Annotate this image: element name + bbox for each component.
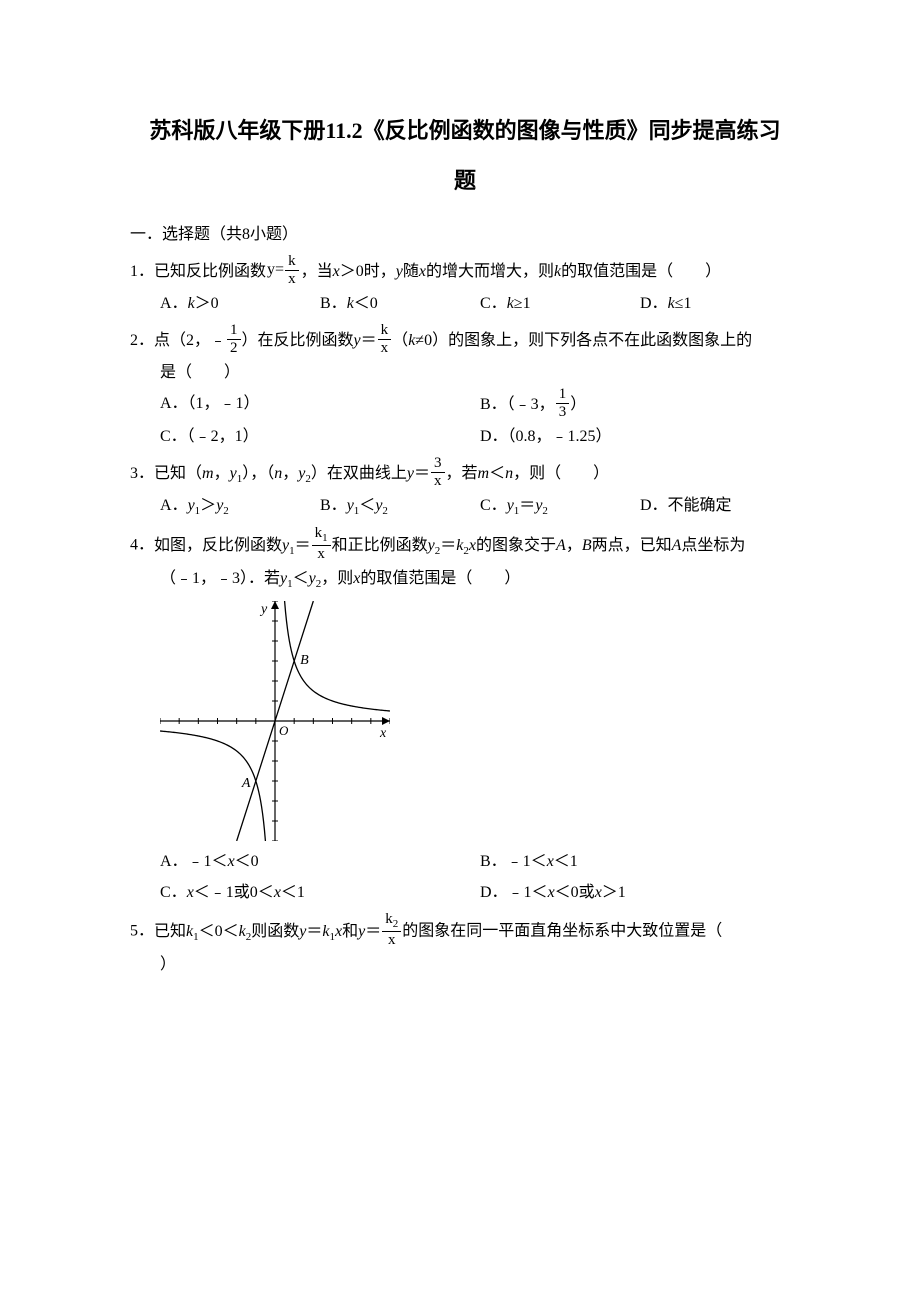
- q2-opt-d[interactable]: D．（0.8，﹣1.25）: [480, 422, 800, 452]
- question-3: 3．已知（m，y1），（n，y2）在双曲线上y＝3x，若m＜n，则（ ） A．y…: [130, 458, 800, 522]
- q4-number: 4．: [130, 537, 154, 554]
- q1-stem: 1．已知反比例函数y=kx，当x＞0时，y随x的增大而增大，则k的取值范围是（ …: [130, 256, 800, 289]
- svg-text:y: y: [259, 602, 268, 617]
- section-a-heading: 一．选择题（共8小题）: [130, 220, 800, 250]
- q3-opt-a[interactable]: A．y1＞y2: [160, 491, 320, 522]
- q2-mid1: ）在反比例函数y＝: [242, 333, 377, 350]
- page-subtitle: 题: [130, 160, 800, 202]
- q5-number: 5．: [130, 923, 154, 940]
- q4-options: A．﹣1＜x＜0 B．﹣1＜x＜1 C．x＜﹣1或0＜x＜1 D．﹣1＜x＜0或…: [130, 847, 800, 908]
- q1-number: 1．: [130, 263, 154, 280]
- q1-options: A．k＞0 B．k＜0 C．k≥1 D．k≤1: [130, 289, 800, 319]
- q4-frac: k1x: [312, 526, 331, 562]
- q2-line2: 是（ ）: [130, 358, 800, 388]
- q2-number: 2．: [130, 333, 154, 350]
- q1-frac-den: x: [285, 271, 299, 287]
- q2-options: A．（1，﹣1） B．（﹣3，13） C．（﹣2，1） D．（0.8，﹣1.25…: [130, 389, 800, 452]
- q2-half-den: 2: [227, 340, 241, 356]
- q2-opt-a[interactable]: A．（1，﹣1）: [160, 389, 480, 422]
- q3-opt-b[interactable]: B．y1＜y2: [320, 491, 480, 522]
- q5-frac: k2x: [382, 912, 401, 948]
- q4-opt-b[interactable]: B．﹣1＜x＜1: [480, 847, 800, 877]
- q2-k-num: k: [378, 323, 392, 340]
- q5-post: 的图象在同一平面直角坐标系中大致位置是（: [402, 923, 722, 940]
- q2-b-den: 3: [556, 404, 570, 420]
- q2-opt-b[interactable]: B．（﹣3，13）: [480, 389, 800, 422]
- q3-options: A．y1＞y2 B．y1＜y2 C．y1＝y2 D．不能确定: [130, 491, 800, 522]
- q3-frac-num: 3: [431, 456, 445, 473]
- q3-stem: 3．已知（m，y1），（n，y2）在双曲线上y＝3x，若m＜n，则（ ）: [130, 458, 800, 491]
- q4-chart: x y O A B: [160, 601, 390, 841]
- q3-frac: 3x: [431, 456, 445, 489]
- q1-opt-b[interactable]: B．k＜0: [320, 289, 480, 319]
- q4-pre: 如图，反比例函数y1＝: [154, 537, 311, 554]
- q1-fraction-k-over-x: y=kx: [267, 254, 300, 287]
- q2-frac-k-x: kx: [378, 323, 392, 356]
- q3-frac-den: x: [431, 473, 445, 489]
- q1-eq-lhs: y=: [267, 261, 284, 278]
- q2-b-frac: 13: [556, 387, 570, 420]
- q1-text-mid: ，当: [301, 263, 333, 280]
- q2-mid2: （k≠0）的图象上，则下列各点不在此函数图象上的: [392, 333, 752, 350]
- q3-post: ，若m＜n，则（ ）: [446, 465, 610, 482]
- q1-cond1: x: [333, 263, 340, 280]
- q2-pre: 点（2，﹣: [154, 333, 226, 350]
- q2-b-num: 1: [556, 387, 570, 404]
- q2-half-num: 1: [227, 323, 241, 340]
- question-1: 1．已知反比例函数y=kx，当x＞0时，y随x的增大而增大，则k的取值范围是（ …: [130, 256, 800, 319]
- q1-opt-d[interactable]: D．k≤1: [640, 289, 800, 319]
- question-2: 2．点（2，﹣12）在反比例函数y＝kx（k≠0）的图象上，则下列各点不在此函数…: [130, 325, 800, 452]
- q4-opt-a[interactable]: A．﹣1＜x＜0: [160, 847, 480, 877]
- q4-frac-den: x: [312, 546, 331, 562]
- svg-text:B: B: [300, 653, 309, 668]
- q2-stem: 2．点（2，﹣12）在反比例函数y＝kx（k≠0）的图象上，则下列各点不在此函数…: [130, 325, 800, 358]
- q5-stem: 5．已知k1＜0＜k2则函数y＝k1x和y＝k2x的图象在同一平面直角坐标系中大…: [130, 914, 800, 950]
- q2-frac-half: 12: [227, 323, 241, 356]
- q4-opt-c[interactable]: C．x＜﹣1或0＜x＜1: [160, 878, 480, 908]
- q4-line2: （﹣1，﹣3）．若y1＜y2，则x的取值范围是（ ）: [130, 564, 800, 595]
- q4-opt-d[interactable]: D．﹣1＜x＜0或x＞1: [480, 878, 800, 908]
- q1-opt-a[interactable]: A．k＞0: [160, 289, 320, 319]
- question-4: 4．如图，反比例函数y1＝k1x和正比例函数y2＝k2x的图象交于A，B两点，已…: [130, 528, 800, 908]
- q1-frac-num: k: [285, 254, 299, 271]
- q4-mid: 和正比例函数y2＝k2x的图象交于A，B两点，已知A点坐标为: [332, 537, 746, 554]
- q2-opt-c[interactable]: C．（﹣2，1）: [160, 422, 480, 452]
- q2-k-den: x: [378, 340, 392, 356]
- q1-opt-c[interactable]: C．k≥1: [480, 289, 640, 319]
- question-5: 5．已知k1＜0＜k2则函数y＝k1x和y＝k2x的图象在同一平面直角坐标系中大…: [130, 914, 800, 980]
- svg-text:x: x: [379, 726, 387, 741]
- q3-number: 3．: [130, 465, 154, 482]
- q2-b-pre: B．（﹣3，: [480, 396, 555, 413]
- q2-b-post: ）: [570, 396, 586, 413]
- q1-text-pre: 已知反比例函数: [154, 263, 266, 280]
- q4-frac-num: k1: [312, 526, 331, 546]
- q3-opt-c[interactable]: C．y1＝y2: [480, 491, 640, 522]
- q5-line2: ）: [130, 950, 800, 980]
- q3-opt-d[interactable]: D．不能确定: [640, 491, 800, 522]
- q5-pre: 已知k1＜0＜k2则函数y＝k1x和y＝: [154, 923, 381, 940]
- q4-stem: 4．如图，反比例函数y1＝k1x和正比例函数y2＝k2x的图象交于A，B两点，已…: [130, 528, 800, 564]
- q3-pre: 已知（m，y1），（n，y2）在双曲线上y＝: [154, 465, 430, 482]
- q5-frac-num: k2: [382, 912, 401, 932]
- svg-text:O: O: [279, 723, 289, 738]
- q5-frac-den: x: [382, 932, 401, 948]
- svg-text:A: A: [241, 776, 251, 791]
- page-title: 苏科版八年级下册11.2《反比例函数的图像与性质》同步提高练习: [130, 110, 800, 152]
